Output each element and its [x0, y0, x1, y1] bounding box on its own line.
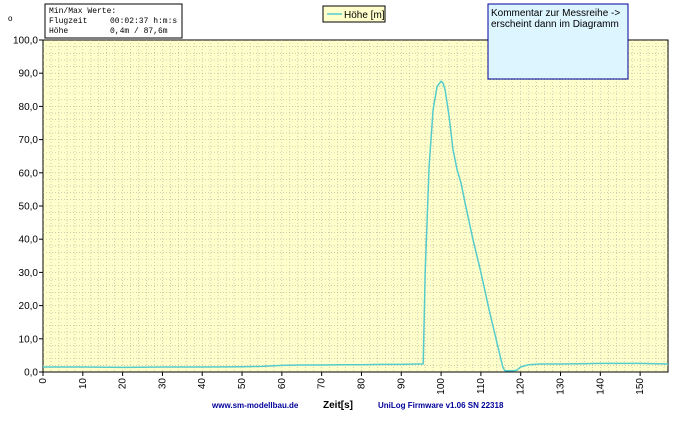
y-tick-label: 10,0: [19, 334, 39, 345]
x-tick-label: 60: [277, 378, 288, 390]
minmax-label-hoehe: Höhe: [49, 27, 68, 36]
y-tick-label: 20,0: [19, 301, 39, 312]
top-left-marker: o: [8, 14, 13, 23]
x-axis-title: Zeit[s]: [323, 400, 353, 411]
y-tick-label: 60,0: [19, 168, 39, 179]
footer-firmware: UniLog Firmware v1.06 SN 22318: [378, 401, 504, 410]
x-tick-label: 10: [78, 378, 89, 390]
comment-line-1: Kommentar zur Messreihe ->: [491, 8, 620, 19]
minmax-label-flugzeit: Flugzeit: [49, 17, 87, 26]
minmax-value-flugzeit: 00:02:37 h:m:s: [110, 17, 177, 26]
minmax-value-hoehe: 0,4m / 87,6m: [110, 27, 168, 36]
x-tick-label: 50: [237, 378, 248, 390]
y-tick-label: 90,0: [19, 69, 39, 80]
x-tick-label: 80: [356, 378, 367, 390]
y-axis: 0,0 10,0 20,0 30,0 40,0 50,0 60,0 70,0 80,0 90,0 1…: [13, 36, 43, 379]
x-tick-label: 70: [317, 378, 328, 390]
series-line-hoehe: [43, 80, 669, 372]
y-tick-label: 30,0: [19, 268, 39, 279]
legend-label: Höhe [m]: [344, 10, 385, 21]
comment-box: Kommentar zur Messreihe -> erscheint dan…: [487, 3, 629, 80]
x-tick-label: 150: [635, 378, 646, 395]
x-tick-label: 20: [118, 378, 129, 390]
minmax-title: Min/Max Werte:: [49, 7, 116, 16]
x-tick-label: 130: [556, 378, 567, 395]
footer-website: www.sm-modellbau.de: [211, 401, 299, 410]
y-tick-label: 70,0: [19, 135, 39, 146]
y-tick-label: 0,0: [24, 368, 38, 379]
x-tick-label: 110: [476, 378, 487, 394]
y-tick-label: 80,0: [19, 102, 39, 113]
x-axis: 0 10 20 30 40 50 60 70 80 90 100 110 120 130 140 150: [38, 372, 646, 395]
y-tick-label: 100,0: [13, 36, 38, 47]
y-tick-label: 50,0: [19, 202, 39, 213]
x-tick-label: 30: [157, 378, 168, 390]
x-tick-label: 40: [197, 378, 208, 390]
x-tick-label: 140: [595, 378, 606, 395]
series-layer: [43, 80, 669, 372]
x-tick-label: 90: [396, 378, 407, 390]
x-tick-label: 0: [38, 378, 49, 384]
x-tick-label: 100: [436, 378, 447, 395]
y-tick-label: 40,0: [19, 235, 39, 246]
minmax-box: Min/Max Werte: Flugzeit 00:02:37 h:m:s H…: [44, 3, 183, 39]
x-tick-label: 120: [516, 378, 527, 395]
legend: Höhe [m]: [322, 5, 386, 23]
comment-line-2: erscheint dann im Diagramm: [491, 19, 619, 30]
